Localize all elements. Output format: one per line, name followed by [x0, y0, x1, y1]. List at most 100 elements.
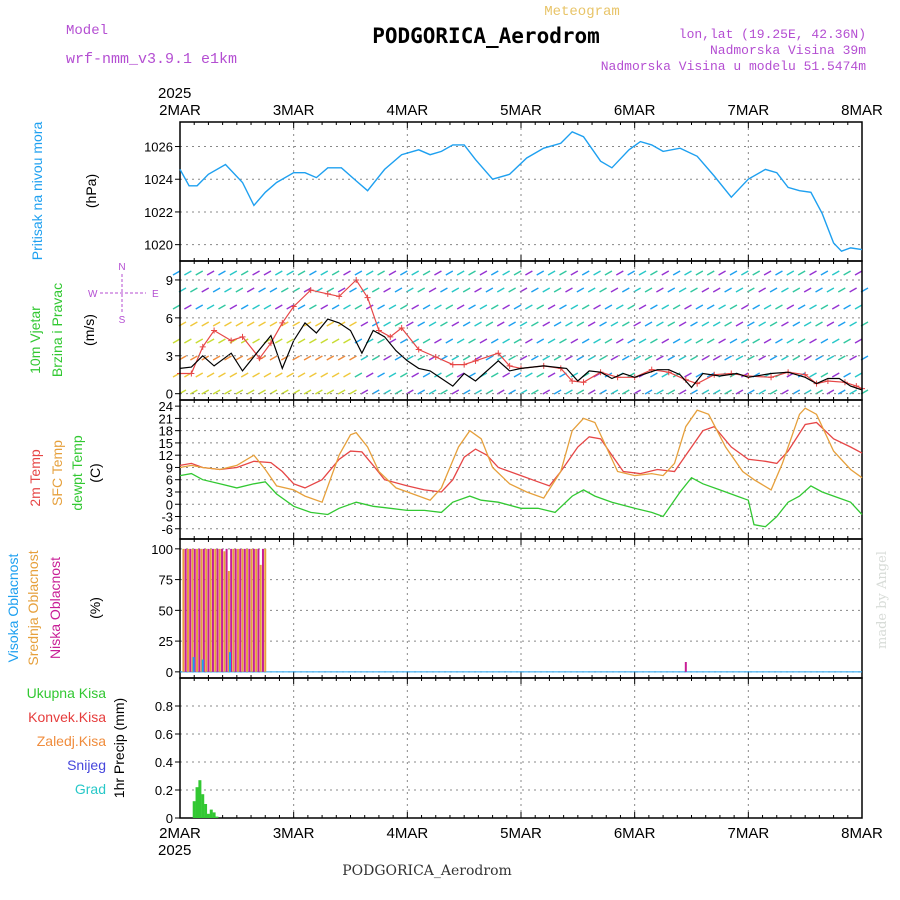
cloud-frame [179, 538, 863, 679]
wind-arrow [610, 321, 619, 327]
wind-arrow [195, 304, 204, 310]
cloud-ytick-label: 100 [151, 542, 173, 557]
precip-ylabel: 1hr Precip (mm) [111, 698, 127, 798]
wind-arrow [531, 287, 539, 293]
station-elevation: Nadmorska Visina 39m [710, 43, 866, 58]
wind-arrow [706, 270, 715, 276]
wind-arrow [638, 270, 647, 276]
wind-arrow [502, 304, 510, 310]
wind-arrow [672, 338, 681, 344]
wind-arrow [246, 287, 255, 293]
wind-arrow [224, 389, 232, 395]
wind-arrow [809, 304, 817, 310]
wind-arrow [854, 338, 863, 344]
wind-arrow [837, 355, 846, 361]
wind-arrow [513, 304, 522, 310]
wind-arrow [303, 389, 312, 395]
wind-arrow [496, 355, 505, 361]
wind-arrow [235, 355, 244, 361]
wind-arrow [729, 338, 738, 344]
wind-arrow [826, 389, 835, 395]
wind-arrow [331, 372, 340, 378]
wind-arrow [190, 389, 198, 395]
wind-gust-marker [580, 379, 587, 386]
wind-arrow [360, 389, 369, 395]
pressure-ytick-label: 1024 [144, 172, 173, 187]
wind-arrow [462, 355, 471, 361]
temp-ytick-label: 6 [166, 473, 173, 488]
wind-arrow [349, 355, 357, 361]
wind-arrow [644, 287, 653, 293]
wind-arrow [343, 304, 351, 310]
temp-unit: (C) [87, 463, 103, 482]
pressure-ytick-label: 1022 [144, 205, 173, 220]
wind-arrow [399, 372, 408, 378]
wind-arrow [377, 372, 385, 378]
wind-arrow [513, 372, 522, 378]
wind-arrow [508, 389, 516, 395]
precip-frame [179, 677, 863, 819]
wind-arrow [718, 304, 726, 310]
wind-arrow [451, 287, 460, 293]
wind-arrow [576, 321, 585, 327]
wind-arrow [610, 287, 619, 293]
wind-arrow [797, 304, 806, 310]
wind-arrow [820, 270, 829, 276]
wind-arrow [803, 355, 812, 361]
wind-arrow [280, 287, 289, 293]
wind-arrow [490, 372, 499, 378]
wind-arrow [615, 304, 624, 310]
cloud-ylabel-mid: Srednja Oblacnost [25, 550, 41, 665]
wind-arrow [621, 321, 630, 327]
wind-arrow [740, 338, 749, 344]
wind-arrow [377, 270, 385, 276]
wind-arrow [371, 355, 380, 361]
wind-gust-marker [506, 362, 513, 369]
cloud-unit: (%) [87, 597, 103, 619]
wind-arrow [565, 321, 573, 327]
wind-gust-marker [364, 294, 371, 301]
x-tick-label-top: 6MAR [614, 102, 656, 119]
x-tick-label-top: 7MAR [727, 102, 769, 119]
wind-arrow [627, 270, 636, 276]
temp-ylabel-sfc: SFC Temp [49, 440, 65, 506]
cloud-ytick-label: 0 [166, 665, 173, 680]
wind-arrow [531, 321, 539, 327]
wind-gust-marker [768, 374, 775, 381]
wind-arrow [621, 355, 630, 361]
temp-ytick-label: -3 [161, 510, 173, 525]
wind-arrow [349, 287, 357, 293]
wind-arrow [701, 321, 710, 327]
wind-gust-marker [199, 343, 206, 350]
wind-arrow [712, 355, 721, 361]
wind-arrow [383, 287, 391, 293]
wind-arrow [781, 389, 789, 395]
wind-arrow [263, 304, 272, 310]
wind-arrow [422, 304, 431, 310]
wind-arrow [638, 338, 647, 344]
cloud-ytick-label: 75 [159, 573, 173, 588]
wind-arrow [440, 287, 448, 293]
wind-arrow [224, 287, 232, 293]
wind-arrow [388, 270, 397, 276]
wind-arrow [315, 389, 323, 395]
temp-line-0 [179, 421, 863, 493]
wind-arrow [320, 270, 329, 276]
wind-arrow [650, 372, 658, 378]
wind-arrow [246, 355, 255, 361]
wind-arrow [781, 287, 789, 293]
precip-bar [201, 794, 205, 818]
wind-arrow [434, 338, 442, 344]
wind-arrow [394, 287, 403, 293]
wind-arrow [604, 304, 613, 310]
wind-arrow [474, 287, 482, 293]
wind-arrow [286, 304, 295, 310]
wind-arrow [474, 321, 482, 327]
wind-ylabel-2: Brzina i Pravac [49, 283, 65, 377]
wind-arrow [309, 372, 317, 378]
wind-arrow [656, 389, 664, 395]
precip-bar [215, 816, 219, 818]
wind-arrow [695, 304, 704, 310]
wind-arrow [690, 321, 698, 327]
